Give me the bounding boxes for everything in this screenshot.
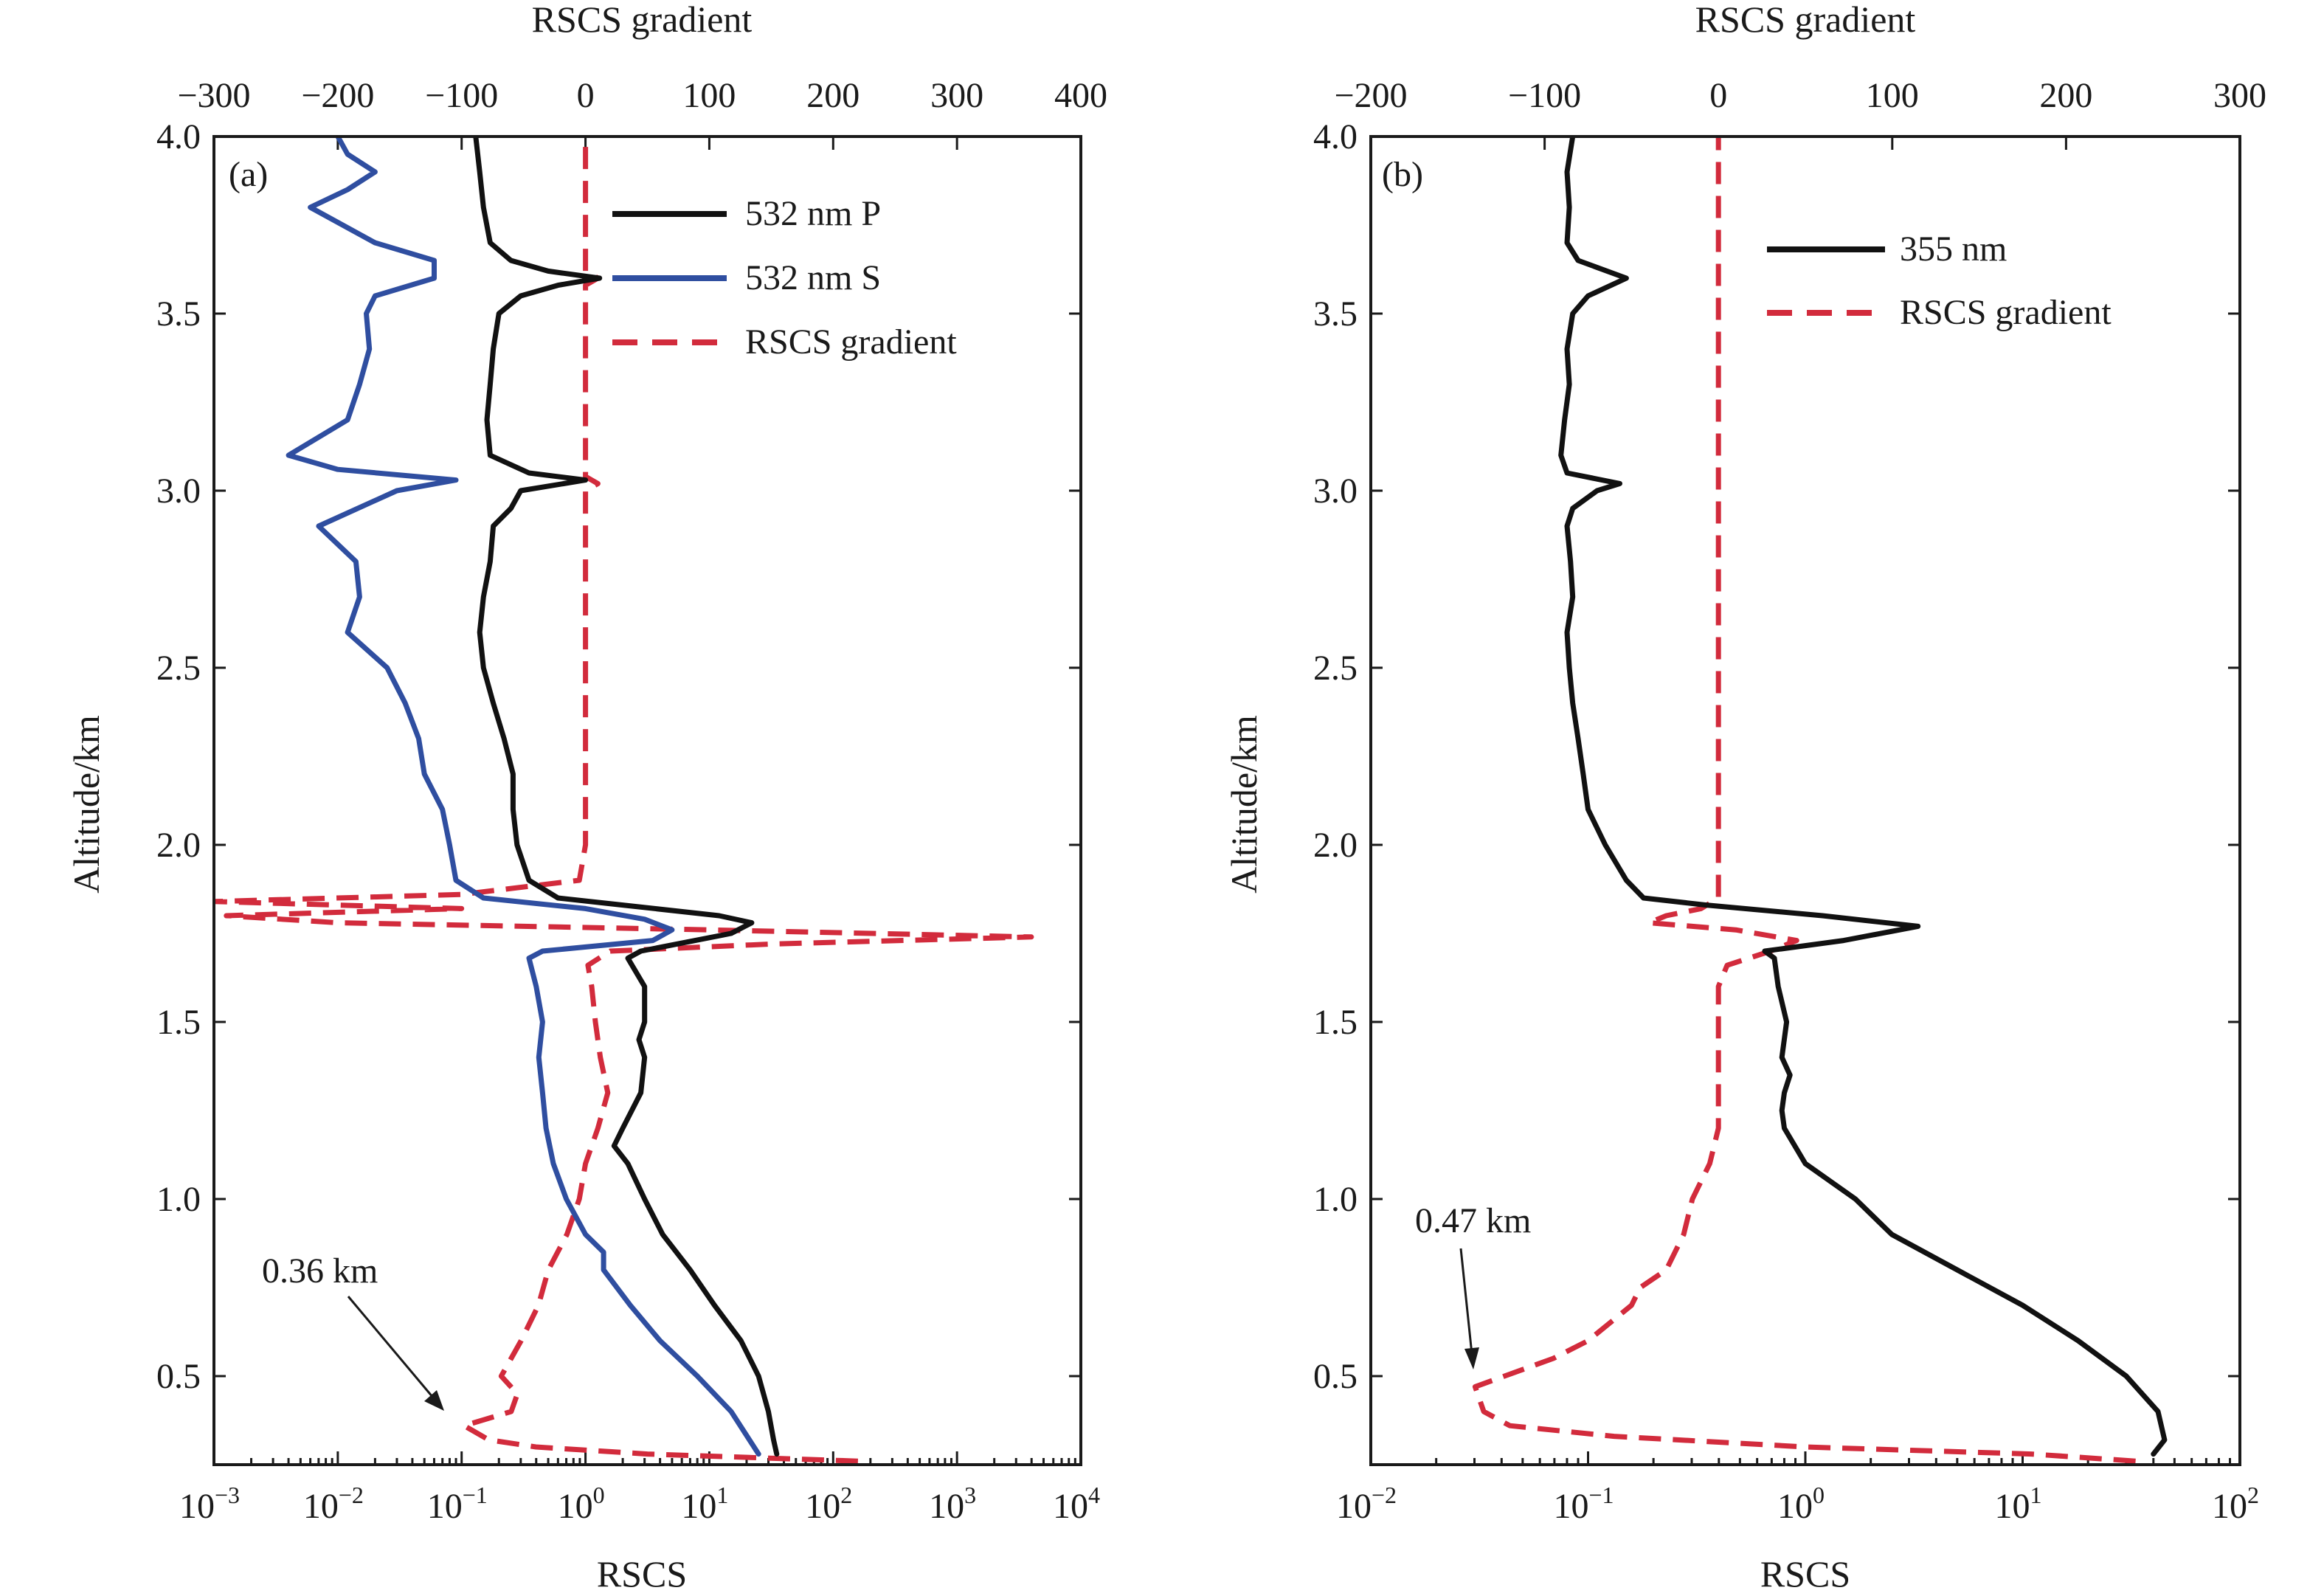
bottom-axis-title-b: RSCS	[1760, 1553, 1850, 1595]
top-axis-title-a: RSCS gradient	[532, 0, 753, 40]
y-tick-label: 3.0	[1313, 471, 1358, 511]
x-bottom-tick-label: 104	[1053, 1482, 1100, 1526]
y-tick-label: 2.5	[156, 649, 201, 688]
series-line-532-nm-p	[473, 137, 780, 1457]
x-bottom-tick-label: 103	[929, 1482, 976, 1526]
series-group	[214, 137, 1034, 1464]
x-bottom-tick-label: 102	[805, 1482, 852, 1526]
y-tick-label: 0.5	[156, 1357, 201, 1396]
x-top-tick-label: 0	[1709, 76, 1727, 115]
x-top-tick-label: 200	[2039, 76, 2092, 115]
plot-frame-a	[212, 135, 1082, 1466]
x-top-tick-label: −200	[301, 76, 374, 115]
x-top-tick-label: 200	[806, 76, 860, 115]
y-tick-label: 1.5	[1313, 1003, 1358, 1042]
y-tick-label: 3.5	[1313, 294, 1358, 334]
series-line-rscs-gradient	[1472, 137, 2136, 1464]
y-tick-label: 0.5	[1313, 1357, 1358, 1396]
y-tick-label: 3.5	[156, 294, 201, 334]
x-top-tick-label: 100	[1866, 76, 1919, 115]
y-axis-title-a: Altitude/km	[66, 715, 107, 894]
y-tick-label: 3.0	[156, 471, 201, 511]
x-bottom-tick-label: 10−1	[427, 1482, 488, 1526]
x-bottom-tick-label: 102	[2212, 1482, 2259, 1526]
legend-label-355: 355 nm	[1900, 229, 2007, 269]
x-top-tick-label: 0	[577, 76, 595, 115]
x-bottom-tick-label: 10−2	[1336, 1482, 1397, 1526]
x-top-tick-label: 100	[682, 76, 736, 115]
annotation-arrow-a	[347, 1296, 438, 1403]
x-top-tick-label: −100	[1508, 76, 1581, 115]
x-bottom-tick-label: 100	[1777, 1482, 1825, 1526]
x-top-tick-label: 300	[930, 76, 983, 115]
annotation-label-b: 0.47 km	[1415, 1201, 1531, 1240]
series-line-355-nm	[1558, 137, 2168, 1457]
x-bottom-tick-label: 101	[1995, 1482, 2042, 1526]
bottom-axis-title-a: RSCS	[597, 1553, 687, 1595]
y-tick-label: 4.0	[1313, 117, 1358, 156]
legend-label-532s: 532 nm S	[745, 258, 881, 297]
annotation-arrowhead-a	[424, 1390, 444, 1411]
x-bottom-tick-label: 10−2	[303, 1482, 364, 1526]
y-tick-label: 1.5	[156, 1003, 201, 1042]
x-top-tick-label: −100	[425, 76, 498, 115]
x-bottom-tick-label: 10−3	[179, 1482, 240, 1526]
panel-label-a: (a)	[229, 155, 268, 194]
legend-label-gradient-b: RSCS gradient	[1900, 293, 2112, 332]
y-tick-label: 2.0	[156, 826, 201, 865]
annotation-label-a: 0.36 km	[262, 1251, 378, 1291]
annotation-arrow-b	[1459, 1248, 1473, 1355]
legend-label-532p: 532 nm P	[745, 194, 881, 233]
plot-area-a	[214, 137, 1034, 1464]
y-tick-label: 1.0	[1313, 1180, 1358, 1219]
plot-area-b	[1472, 137, 2168, 1464]
y-tick-label: 1.0	[156, 1180, 201, 1219]
x-bottom-tick-label: 10−1	[1553, 1482, 1614, 1526]
legend-a: 532 nm P 532 nm S RSCS gradient	[612, 194, 957, 362]
y-axis-title-b: Altitude/km	[1223, 715, 1265, 894]
series-line-532-nm-s	[286, 137, 761, 1457]
annotation-arrowhead-b	[1464, 1347, 1479, 1369]
series-group	[1472, 137, 2168, 1464]
ticks-a: 0.5 1.0 1.5 2.0 2.5 3.0 3.5 4.0 10−3 10−2 10−1 100 1…	[156, 76, 1107, 1526]
y-tick-label: 4.0	[156, 117, 201, 156]
panel-a: RSCS gradient RSCS Altitude/km (a) 0.5 1.…	[66, 0, 1107, 1595]
y-tick-label: 2.0	[1313, 826, 1358, 865]
legend-b: 355 nm RSCS gradient	[1767, 229, 2112, 332]
ticks-b: 0.5 1.0 1.5 2.0 2.5 3.0 3.5 4.0 10−2 10−1 100 101 10…	[1313, 76, 2266, 1526]
x-top-tick-label: 400	[1054, 76, 1107, 115]
plot-frame-b	[1369, 135, 2241, 1466]
legend-label-gradient-a: RSCS gradient	[745, 322, 957, 362]
x-top-tick-label: −200	[1334, 76, 1407, 115]
y-tick-label: 2.5	[1313, 649, 1358, 688]
x-top-tick-label: −300	[177, 76, 250, 115]
panel-b: RSCS gradient RSCS Altitude/km (b) 0.5 1.…	[1223, 0, 2266, 1595]
x-bottom-tick-label: 101	[681, 1482, 728, 1526]
panel-label-b: (b)	[1382, 155, 1423, 194]
top-axis-title-b: RSCS gradient	[1695, 0, 1916, 40]
x-top-tick-label: 300	[2213, 76, 2266, 115]
x-bottom-tick-label: 100	[558, 1482, 605, 1526]
